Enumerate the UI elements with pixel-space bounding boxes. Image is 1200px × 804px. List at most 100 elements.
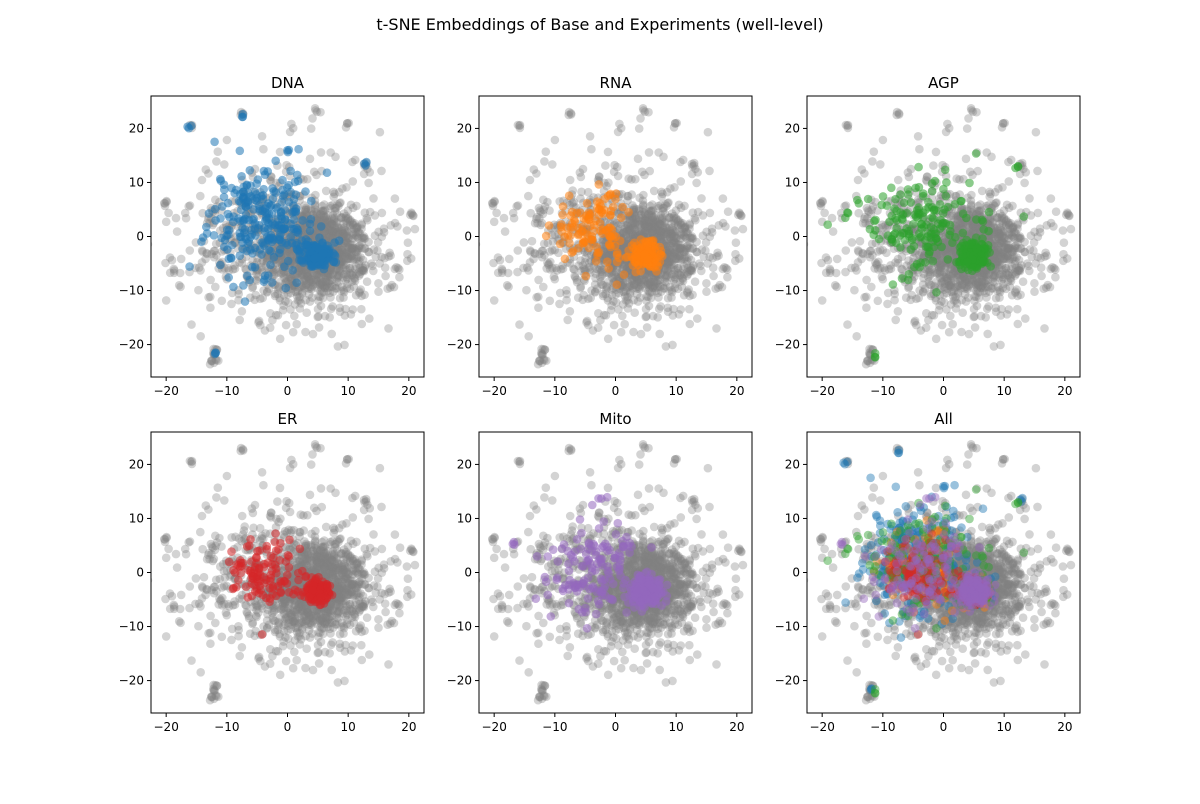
point-dna xyxy=(236,251,245,260)
base-point xyxy=(670,276,679,285)
base-point xyxy=(286,128,295,137)
point-dna xyxy=(319,250,328,259)
point-rna xyxy=(556,240,565,249)
base-point xyxy=(266,309,275,318)
base-point xyxy=(195,263,204,272)
base-point xyxy=(342,276,351,285)
base-point xyxy=(196,332,205,341)
base-point xyxy=(528,237,537,246)
x-tick-label: 20 xyxy=(729,384,744,398)
point-rna xyxy=(596,219,605,228)
base-point xyxy=(535,356,544,365)
base-point xyxy=(540,240,549,249)
base-point xyxy=(327,305,336,314)
base-point xyxy=(306,155,315,164)
point-dna xyxy=(260,277,269,286)
point-dna xyxy=(332,258,341,267)
base-point xyxy=(198,176,207,185)
point-rna xyxy=(595,248,604,257)
base-point xyxy=(349,243,358,252)
base-point xyxy=(198,246,207,255)
base-point xyxy=(342,183,351,192)
base-point xyxy=(276,335,285,344)
point-rna xyxy=(612,189,621,198)
base-point xyxy=(541,202,550,211)
base-point xyxy=(530,165,539,174)
base-point xyxy=(393,222,402,231)
panel-title: DNA xyxy=(271,74,305,92)
base-point xyxy=(932,335,941,344)
base-point xyxy=(670,183,679,192)
point-dna xyxy=(323,168,332,177)
point-dna xyxy=(335,236,344,245)
base-point xyxy=(641,313,650,322)
base-point xyxy=(223,136,232,145)
base-point xyxy=(357,305,366,314)
base-point xyxy=(691,277,700,286)
point-dna xyxy=(297,242,306,251)
base-point xyxy=(679,156,688,165)
x-tick-label: 10 xyxy=(669,384,684,398)
point-dna xyxy=(281,239,290,248)
base-point xyxy=(365,314,374,323)
base-point xyxy=(467,323,476,332)
point-dna xyxy=(229,283,238,292)
point-dna xyxy=(241,297,250,306)
point-rna xyxy=(565,191,574,200)
base-point xyxy=(569,265,578,274)
base-point xyxy=(175,281,184,290)
point-dna xyxy=(229,218,238,227)
point-dna xyxy=(270,253,279,262)
point-dna xyxy=(185,262,194,271)
point-dna xyxy=(298,216,307,225)
base-point xyxy=(608,291,617,300)
base-point xyxy=(566,176,575,185)
base-point xyxy=(538,253,547,262)
base-point xyxy=(593,284,602,293)
point-rna xyxy=(573,209,582,218)
base-point xyxy=(381,272,390,281)
base-point xyxy=(302,308,311,317)
base-point xyxy=(516,124,525,133)
point-dna xyxy=(246,181,255,190)
base-point xyxy=(505,255,514,264)
base-point xyxy=(1013,305,1022,314)
base-point xyxy=(655,305,664,314)
point-dna xyxy=(304,237,313,246)
base-point xyxy=(170,265,179,274)
point-dna xyxy=(271,188,280,197)
base-point xyxy=(650,187,659,196)
point-dna xyxy=(317,222,326,231)
base-point xyxy=(737,212,746,221)
point-dna xyxy=(242,235,251,244)
base-point xyxy=(719,194,728,203)
base-point xyxy=(354,228,363,237)
base-point xyxy=(375,259,384,268)
y-tick-label: −10 xyxy=(119,284,144,298)
base-point xyxy=(576,284,585,293)
base-point xyxy=(223,264,232,273)
base-point xyxy=(514,201,523,210)
point-dna xyxy=(238,110,247,119)
base-point xyxy=(686,320,695,329)
x-tick-label: −10 xyxy=(214,384,239,398)
base-point xyxy=(579,165,588,174)
base-point xyxy=(309,330,318,339)
point-rna xyxy=(557,223,566,232)
base-point xyxy=(166,253,175,262)
base-point xyxy=(687,256,696,265)
point-dna xyxy=(248,216,257,225)
point-rna xyxy=(620,270,629,279)
point-dna xyxy=(280,262,289,271)
base-point xyxy=(661,271,670,280)
base-point xyxy=(685,305,694,314)
point-rna xyxy=(632,268,641,277)
base-point xyxy=(501,227,510,236)
base-point xyxy=(327,330,336,339)
point-rna xyxy=(652,261,661,270)
point-dna xyxy=(202,223,211,232)
point-rna xyxy=(617,213,626,222)
base-point xyxy=(315,323,324,332)
